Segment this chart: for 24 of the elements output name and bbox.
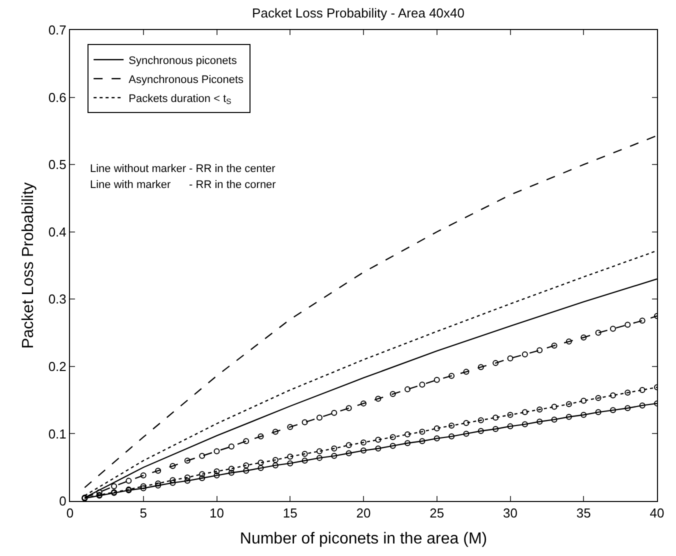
x-tick-label: 30 (503, 506, 518, 521)
y-tick-label: 0.4 (48, 224, 66, 240)
x-tick-label: 40 (650, 506, 664, 521)
x-tick-label: 35 (576, 506, 591, 521)
legend-label: Asynchronous Piconets (128, 74, 244, 86)
chart-title: Packet Loss Probability - Area 40x40 (252, 5, 465, 20)
y-tick-label: 0.5 (48, 157, 66, 172)
x-tick-label: 25 (430, 506, 444, 521)
legend-label: Packets duration < t$_{S}$ (128, 92, 232, 106)
y-tick-label: 0.7 (48, 22, 66, 38)
y-axis-title: Packet Loss Probability (20, 182, 38, 349)
x-tick-label: 10 (210, 506, 224, 521)
x-tick-label: 5 (140, 506, 147, 521)
y-tick-label: 0.2 (48, 358, 66, 374)
annotation: Line with marker - RR in the corner (90, 179, 276, 191)
y-tick-label: 0.6 (48, 90, 66, 105)
x-tick-label: 20 (356, 506, 371, 521)
annotation: Line without marker - RR in the center (90, 163, 276, 175)
x-axis-title: Number of piconets in the area (M) (240, 530, 488, 548)
y-tick-label: 0.3 (48, 292, 66, 307)
y-tick-label: 0.1 (48, 426, 66, 442)
y-tick-label: 0 (59, 494, 66, 509)
legend-label: Synchronous piconets (128, 54, 238, 67)
x-tick-label: 15 (282, 506, 298, 521)
